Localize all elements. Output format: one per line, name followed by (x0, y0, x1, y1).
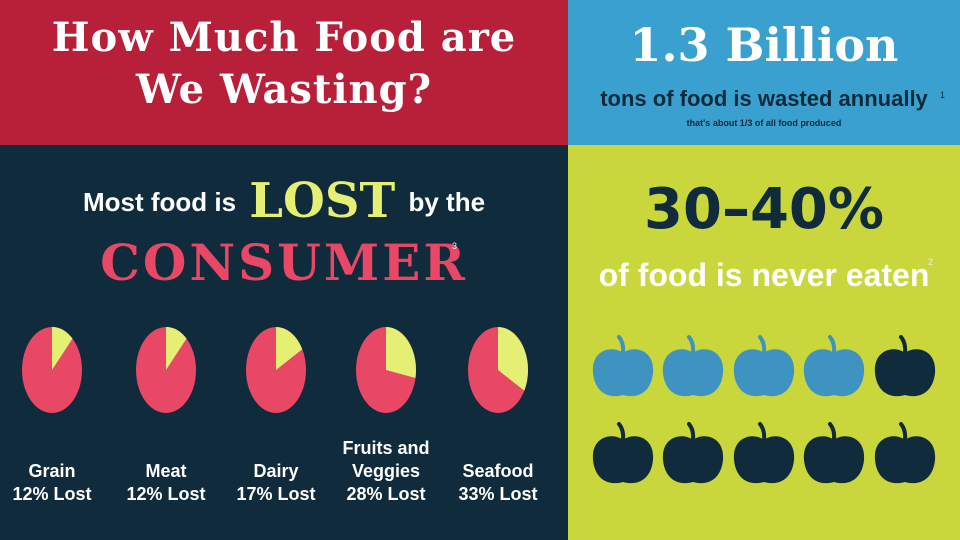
lost-emphasis: LOST (249, 173, 396, 229)
apple-icon (874, 422, 936, 484)
billion-note: that's about 1/3 of all food produced (686, 118, 842, 128)
most-food-prefix: Most food is (82, 187, 237, 217)
consumer-heading: CONSUMER (100, 233, 468, 292)
most-food-suffix: by the (408, 187, 486, 217)
billion-subtitle: tons of food is wasted annually (600, 86, 928, 111)
pie-label-meat: Meat 12% Lost (111, 460, 221, 506)
apple-icon-eaten (733, 335, 795, 397)
pie-label-line: Dairy (253, 461, 299, 481)
pie-label-seafood: Seafood 33% Lost (443, 460, 553, 506)
apple-icon (803, 422, 865, 484)
pie-grain-lost-slice (52, 327, 73, 370)
pie-label-line: 33% Lost (458, 484, 538, 504)
lost-panel: Most food is LOST by the CONSUMER 3 Grai… (0, 145, 568, 540)
never-eaten-text: of food is never eaten (598, 257, 930, 293)
pie-label-line: 12% Lost (126, 484, 206, 504)
apple-icon-eaten (803, 335, 865, 397)
main-title: How Much Food are We Wasting? (0, 12, 568, 116)
apple-icon (592, 422, 654, 484)
lost-footnote-ref: 3 (452, 241, 458, 251)
never-eaten-footnote-ref: 2 (928, 257, 934, 267)
pie-dairy-lost-slice (276, 327, 303, 370)
pie-seafood-lost-slice (498, 327, 528, 391)
pie-label-line: 17% Lost (236, 484, 316, 504)
apple-icon (662, 422, 724, 484)
pie-charts (22, 327, 528, 413)
apple-grid (592, 335, 936, 484)
pie-label-line: Seafood (462, 461, 534, 481)
pie-fruits-and-veggies-lost-slice (386, 327, 416, 379)
apple-icon-eaten (662, 335, 724, 397)
pie-meat-lost-slice (166, 327, 187, 370)
pie-label-line: 12% Lost (12, 484, 92, 504)
pie-label-grain: Grain 12% Lost (0, 460, 107, 506)
pie-label-line: Grain (28, 461, 76, 481)
title-line-2: We Wasting? (135, 66, 433, 113)
pie-label-line: 28% Lost (346, 484, 426, 504)
never-eaten-panel: 30–40% of food is never eaten 2 (568, 145, 960, 540)
pie-label-fruits-and-veggies: Fruits and Veggies 28% Lost (331, 437, 441, 506)
pie-label-dairy: Dairy 17% Lost (221, 460, 331, 506)
billion-amount: 1.3 Billion (629, 18, 899, 72)
never-eaten-percent: 30–40% (644, 177, 884, 242)
apple-icon (874, 335, 936, 397)
pie-label-line: Fruits and (342, 438, 430, 458)
title-panel: How Much Food are We Wasting? (0, 0, 568, 145)
apple-icon (733, 422, 795, 484)
billion-footnote-ref: 1 (940, 90, 946, 100)
apple-icon-eaten (592, 335, 654, 397)
billion-panel: 1.3 Billion tons of food is wasted annua… (568, 0, 960, 145)
pie-label-line: Veggies (351, 461, 421, 481)
pie-label-line: Meat (145, 461, 187, 481)
most-food-heading: Most food is LOST by the (0, 173, 568, 229)
title-line-1: How Much Food are (51, 14, 517, 61)
